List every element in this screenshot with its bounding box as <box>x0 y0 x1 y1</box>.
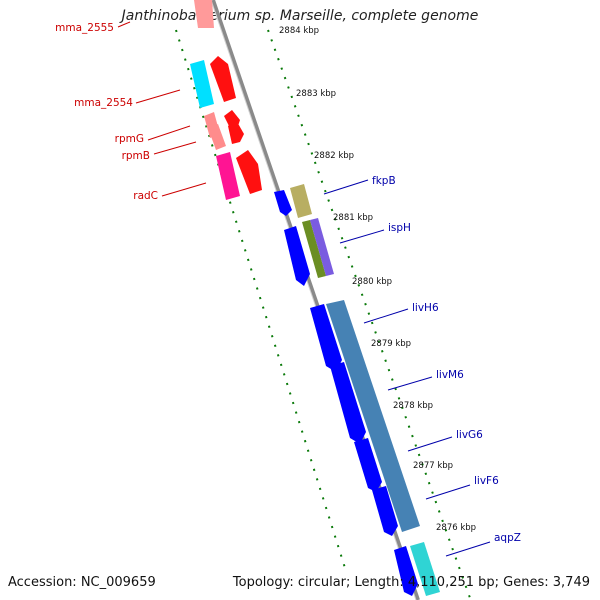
gene-fkpb-blue-arrow[interactable] <box>274 190 292 216</box>
leader-line <box>425 484 471 500</box>
gene-mma-2554-red-arrow[interactable] <box>210 56 236 102</box>
leader-line <box>339 229 385 244</box>
left-gene-labels: mma_2555 mma_2554 rpmG rpmB radC <box>55 21 207 202</box>
leader-line <box>153 141 197 155</box>
gene-label-rpmb[interactable]: rpmB <box>122 150 150 162</box>
gene-livg6-blue-arrow[interactable] <box>354 438 382 492</box>
gene-rpmb-red-arrow[interactable] <box>228 120 244 144</box>
gene-isph-violet-block[interactable] <box>310 218 334 276</box>
gene-label-livf6[interactable]: livF6 <box>474 475 499 487</box>
leader-line <box>117 21 131 28</box>
gene-livf6-blue-arrow[interactable] <box>372 486 398 536</box>
gene-isph-blue-arrow[interactable] <box>284 226 310 286</box>
gene-isph-olive-block[interactable] <box>302 220 326 278</box>
gene-label-mma-2555[interactable]: mma_2555 <box>55 22 114 34</box>
left-gene-blocks <box>190 0 262 200</box>
kbp-tick-label: 2880 kbp <box>352 277 392 287</box>
gene-aqpz-cyan-block[interactable] <box>410 542 440 596</box>
gene-livm6-blue-arrow[interactable] <box>330 362 366 444</box>
gene-livh-operon-steel-block[interactable] <box>326 300 420 532</box>
gene-radc-red-arrow[interactable] <box>236 150 262 194</box>
outer-dotted-track <box>175 29 346 569</box>
accession-label: Accession: NC_009659 <box>8 575 156 590</box>
right-gene-blocks <box>274 184 440 596</box>
gene-label-isph[interactable]: ispH <box>388 222 411 234</box>
kbp-tick-labels: 2884 kbp 2883 kbp 2882 kbp 2881 kbp 2880… <box>279 26 476 533</box>
kbp-tick-label: 2882 kbp <box>314 151 354 161</box>
gene-label-mma-2554[interactable]: mma_2554 <box>74 97 133 109</box>
gene-mma-2555-block[interactable] <box>194 0 214 28</box>
gene-label-aqpz[interactable]: aqpZ <box>494 532 521 544</box>
gene-mma-2554-cyan-block[interactable] <box>190 60 214 108</box>
leader-line <box>445 541 491 557</box>
right-gene-labels: fkpB ispH livH6 livM6 livG6 livF6 aqpZ <box>323 175 521 557</box>
topology-label: Topology: circular; Length: 4,110,251 bp… <box>232 575 590 590</box>
gene-aqpz-blue-arrow[interactable] <box>394 546 418 596</box>
leader-line <box>161 182 207 197</box>
leader-line <box>407 436 453 452</box>
leader-line <box>147 125 191 141</box>
gene-label-rpmg[interactable]: rpmG <box>115 133 144 145</box>
kbp-tick-label: 2878 kbp <box>393 401 433 411</box>
gene-label-livg6[interactable]: livG6 <box>456 429 483 441</box>
gene-fkpb-khaki-block[interactable] <box>290 184 312 218</box>
gene-livh6-blue-arrow[interactable] <box>310 304 342 372</box>
kbp-tick-label: 2881 kbp <box>333 213 373 223</box>
kbp-tick-label: 2883 kbp <box>296 89 336 99</box>
inner-dotted-track <box>267 29 471 599</box>
gene-rpmb-pink-block[interactable] <box>208 124 226 150</box>
kbp-tick-label: 2876 kbp <box>436 523 476 533</box>
leader-line <box>323 179 369 195</box>
gene-label-livh6[interactable]: livH6 <box>412 302 439 314</box>
leader-line <box>135 89 181 104</box>
leader-line <box>363 308 409 324</box>
kbp-tick-label: 2877 kbp <box>413 461 453 471</box>
gene-label-livm6[interactable]: livM6 <box>436 369 464 381</box>
leader-line <box>387 376 433 391</box>
gene-label-radc[interactable]: radC <box>133 190 158 202</box>
kbp-tick-label: 2879 kbp <box>371 339 411 349</box>
gene-label-fkpb[interactable]: fkpB <box>372 175 396 187</box>
kbp-tick-label: 2884 kbp <box>279 26 319 36</box>
gene-radc-magenta-block[interactable] <box>216 152 240 200</box>
